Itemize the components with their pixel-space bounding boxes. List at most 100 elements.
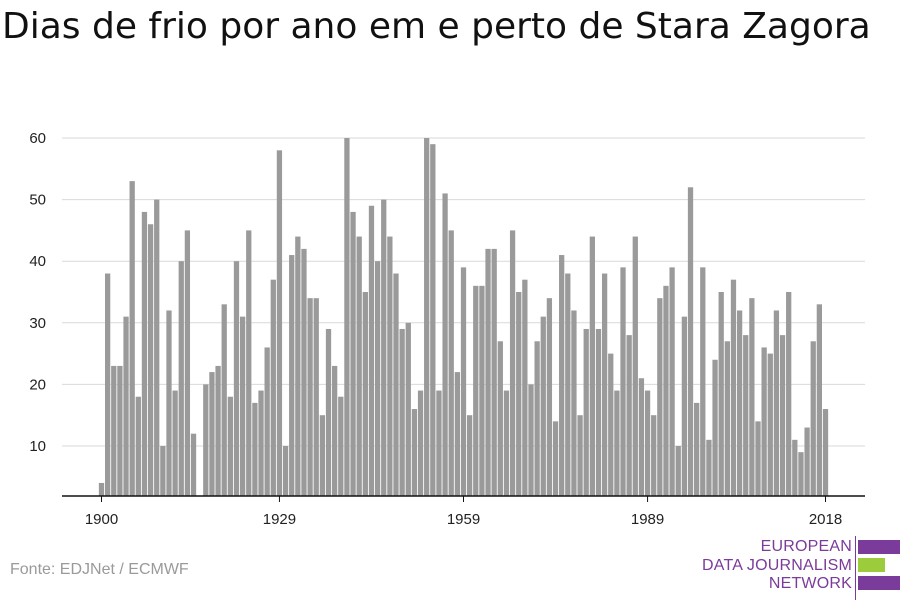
bar-2010 xyxy=(773,310,780,496)
bar-1973 xyxy=(546,298,553,496)
bar-1943 xyxy=(362,292,368,496)
logo-line-2: DATA JOURNALISM xyxy=(702,556,852,574)
bar-1991 xyxy=(657,298,663,496)
bar-1900 xyxy=(98,482,105,496)
bar-1968 xyxy=(516,292,522,496)
bar-2000 xyxy=(712,359,718,496)
bar-1994 xyxy=(675,446,681,496)
bar-1960 xyxy=(466,415,473,496)
y-tick-label: 10 xyxy=(29,438,46,455)
bar-1976 xyxy=(565,273,571,496)
bar-1980 xyxy=(589,236,595,496)
bar-1913 xyxy=(178,261,184,496)
bar-1992 xyxy=(663,285,669,496)
bar-1971 xyxy=(534,341,540,496)
logo-line-1: EUROPEAN xyxy=(760,538,852,555)
bar-1902 xyxy=(111,365,117,496)
bar-1928 xyxy=(270,279,276,496)
bar-2008 xyxy=(761,347,767,496)
bar-2005 xyxy=(743,335,749,496)
logo-bar-middle xyxy=(858,558,885,572)
bar-1940 xyxy=(344,138,350,496)
bar-1953 xyxy=(424,138,430,496)
bar-1907 xyxy=(141,211,148,497)
y-axis-ticks: 10 20 30 40 50 60 xyxy=(29,130,46,455)
bar-1936 xyxy=(319,415,326,496)
bar-1950 xyxy=(405,322,411,496)
y-tick-label: 60 xyxy=(29,130,46,147)
bar-1908 xyxy=(147,224,154,497)
bar-1906 xyxy=(135,396,141,496)
bar-1944 xyxy=(368,205,375,496)
bar-2002 xyxy=(724,341,730,496)
bar-1956 xyxy=(442,193,448,496)
bar-1982 xyxy=(601,273,608,496)
logo-divider xyxy=(855,536,856,600)
bar-1954 xyxy=(430,144,436,496)
bar-1997 xyxy=(694,402,700,496)
bar-2009 xyxy=(767,353,773,496)
bar-1989 xyxy=(644,390,651,496)
bar-2004 xyxy=(736,310,743,496)
bar-1931 xyxy=(289,255,295,496)
bar-1922 xyxy=(233,261,240,496)
bar-2013 xyxy=(792,439,798,496)
bar-1939 xyxy=(338,396,344,496)
bar-1934 xyxy=(307,298,313,496)
bar-1957 xyxy=(448,230,454,496)
bar-1918 xyxy=(209,372,215,496)
bar-1948 xyxy=(393,273,399,496)
bar-1930 xyxy=(282,446,289,496)
bar-1967 xyxy=(509,230,516,496)
bar-1969 xyxy=(522,279,528,496)
bar-2012 xyxy=(786,292,792,496)
bar-1990 xyxy=(651,415,657,496)
bar-1912 xyxy=(172,390,178,496)
bar-1923 xyxy=(239,316,246,496)
bar-1955 xyxy=(436,390,442,496)
chart-title: Dias de frio por ano em e perto de Stara… xyxy=(2,6,871,47)
x-axis: 1900 1929 1959 1989 2018 xyxy=(62,495,865,528)
bar-1945 xyxy=(374,261,381,496)
bar-1919 xyxy=(215,365,221,496)
bar-1910 xyxy=(160,446,166,496)
bar-2006 xyxy=(749,298,755,496)
bar-1970 xyxy=(528,384,534,496)
bar-1924 xyxy=(246,230,252,496)
bar-1921 xyxy=(227,396,233,496)
bar-1998 xyxy=(700,267,706,496)
x-tick-label: 1900 xyxy=(85,511,118,528)
logo-bar-bottom xyxy=(858,576,900,590)
edjnet-logo: EUROPEAN DATA JOURNALISM NETWORK xyxy=(700,536,900,600)
bar-1965 xyxy=(497,341,503,496)
bar-1977 xyxy=(571,310,577,496)
bar-1935 xyxy=(313,298,319,496)
bar-1911 xyxy=(166,310,172,496)
bar-2011 xyxy=(779,335,786,496)
bar-1966 xyxy=(503,390,510,496)
bar-1958 xyxy=(454,372,461,496)
bar-2007 xyxy=(755,421,761,496)
bar-1961 xyxy=(473,285,479,496)
bar-2015 xyxy=(804,427,810,496)
source-note: Fonte: EDJNet / ECMWF xyxy=(10,561,189,578)
bar-1938 xyxy=(332,365,338,496)
bar-1942 xyxy=(356,236,362,496)
x-tick-label: 1929 xyxy=(263,511,296,528)
bar-1914 xyxy=(184,230,191,496)
bar-1929 xyxy=(276,150,283,496)
bar-1909 xyxy=(154,199,160,496)
x-tick-label: 1959 xyxy=(447,511,480,528)
y-tick-label: 40 xyxy=(29,253,46,270)
bar-1978 xyxy=(577,415,583,496)
bar-1951 xyxy=(411,409,418,496)
logo-bar-top xyxy=(858,540,900,554)
bar-2001 xyxy=(718,292,724,496)
bar-2018 xyxy=(822,409,829,496)
bar-1925 xyxy=(252,402,258,496)
bar-1937 xyxy=(325,328,332,496)
bar-1983 xyxy=(608,353,614,496)
y-tick-label: 50 xyxy=(29,192,46,209)
y-tick-label: 20 xyxy=(29,376,46,393)
bar-1996 xyxy=(687,187,694,496)
